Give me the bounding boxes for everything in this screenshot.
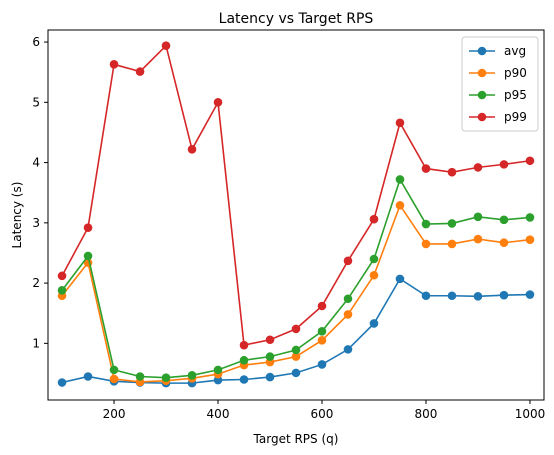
data-point-avg — [473, 292, 483, 301]
data-point-p99 — [317, 301, 327, 311]
data-point-p99 — [291, 324, 301, 334]
data-point-p90 — [395, 201, 405, 210]
data-point-p90 — [421, 239, 431, 249]
data-point-p95 — [265, 352, 275, 361]
data-point-avg — [499, 290, 509, 300]
data-point-avg — [57, 378, 67, 387]
plot-frame — [47, 29, 545, 401]
data-point-p90 — [473, 234, 483, 244]
x-axis-label: Target RPS (q) — [253, 432, 339, 446]
data-point-avg — [317, 360, 327, 369]
legend-box — [461, 36, 539, 132]
data-point-p90 — [499, 238, 509, 248]
chart-title: Latency vs Target RPS — [219, 11, 374, 27]
data-point-p95 — [395, 175, 405, 184]
data-point-avg — [265, 372, 275, 382]
legend-marker-avg — [477, 46, 487, 56]
data-point-avg — [395, 274, 405, 284]
x-tick-label: 1000 — [515, 407, 546, 421]
y-tick-label: 5 — [32, 95, 40, 109]
data-point-p95 — [317, 327, 327, 336]
data-point-p95 — [213, 365, 223, 375]
data-point-p99 — [343, 256, 353, 266]
x-tick-label: 600 — [311, 407, 334, 421]
data-point-p90 — [447, 239, 457, 249]
data-point-p99 — [525, 156, 535, 166]
data-point-p99 — [395, 118, 405, 128]
data-point-p95 — [473, 212, 483, 222]
legend-marker-p99 — [477, 112, 487, 122]
data-point-p95 — [83, 251, 93, 261]
data-point-p99 — [187, 145, 197, 154]
data-point-p95 — [135, 372, 145, 381]
legend: avg p90 p95 p99 — [461, 36, 539, 132]
legend-label-p99: p99 — [504, 110, 527, 124]
data-point-p95 — [499, 215, 509, 225]
legend-marker-p90 — [477, 68, 487, 78]
data-point-p99 — [447, 167, 457, 177]
data-point-p95 — [343, 294, 353, 304]
legend-marker-p95 — [477, 90, 487, 100]
data-point-p90 — [291, 352, 301, 361]
x-tick-label: 800 — [415, 407, 438, 421]
data-point-p99 — [369, 214, 379, 224]
data-point-p99 — [213, 98, 223, 107]
legend-label-p90: p90 — [504, 66, 527, 80]
data-point-p95 — [291, 345, 301, 355]
data-point-p90 — [109, 374, 119, 384]
y-axis-label: Latency (s) — [10, 182, 24, 249]
data-point-p90 — [317, 336, 327, 345]
data-point-p99 — [473, 163, 483, 172]
data-point-avg — [213, 375, 223, 385]
y-tick-label: 3 — [32, 216, 40, 230]
x-tick-label: 400 — [207, 407, 230, 421]
series-line-p99 — [61, 44, 531, 347]
legend-label-p95: p95 — [504, 88, 527, 102]
data-point-p99 — [161, 41, 171, 50]
y-tick-label: 2 — [32, 276, 40, 290]
data-point-p99 — [57, 271, 67, 281]
data-point-p95 — [369, 254, 379, 264]
data-point-avg — [421, 291, 431, 301]
data-point-p95 — [421, 219, 431, 229]
data-point-avg — [369, 319, 379, 328]
data-point-p95 — [187, 370, 197, 380]
data-point-avg — [343, 345, 353, 354]
data-point-p90 — [525, 235, 535, 245]
data-point-p99 — [135, 67, 145, 76]
data-point-avg — [447, 291, 457, 301]
data-point-avg — [239, 375, 249, 384]
data-point-p90 — [369, 270, 379, 280]
data-point-p95 — [239, 355, 249, 365]
data-point-p95 — [161, 373, 171, 383]
data-point-avg — [83, 372, 93, 381]
data-point-p99 — [83, 223, 93, 232]
data-point-p99 — [421, 164, 431, 173]
x-tick-label: 200 — [103, 407, 126, 421]
y-tick-label: 4 — [32, 156, 40, 170]
data-point-p95 — [57, 286, 67, 295]
legend-label-avg: avg — [504, 44, 526, 58]
data-point-p95 — [109, 365, 119, 375]
data-point-p99 — [109, 60, 119, 69]
data-point-p90 — [343, 310, 353, 319]
data-point-p99 — [265, 335, 275, 345]
data-point-avg — [525, 290, 535, 299]
y-tick-label: 6 — [32, 35, 40, 49]
data-point-p95 — [447, 219, 457, 228]
data-point-avg — [291, 368, 301, 378]
y-tick-label: 1 — [32, 336, 40, 350]
data-point-p99 — [499, 160, 509, 169]
data-point-p99 — [239, 340, 249, 350]
data-point-p95 — [525, 213, 535, 222]
